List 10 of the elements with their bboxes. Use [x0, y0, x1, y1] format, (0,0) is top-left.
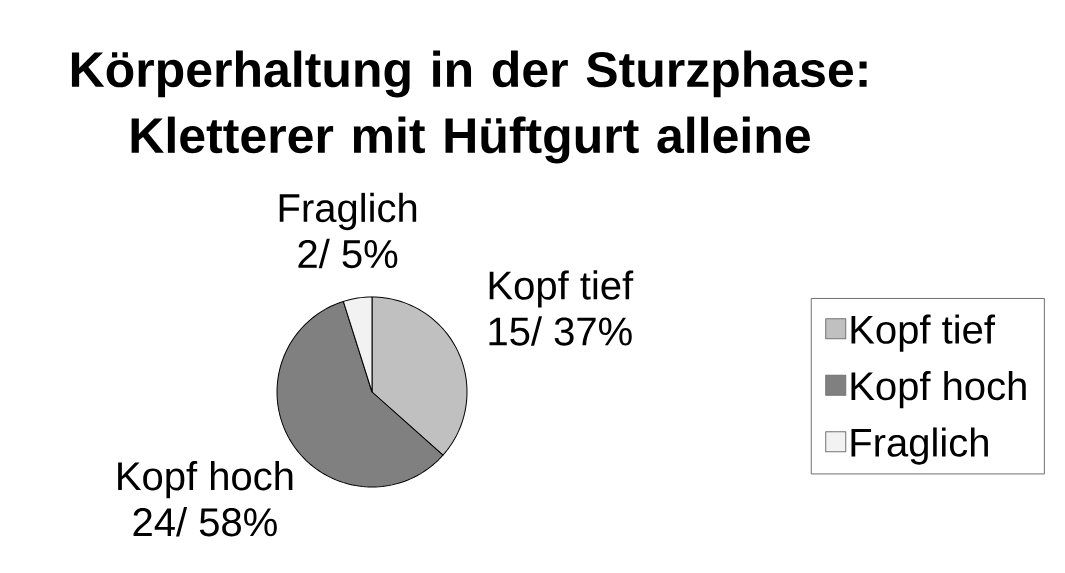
data-label: 24/ 58% [133, 507, 277, 537]
legend-label: Kopf tief [851, 314, 996, 352]
slice-label: Kopf tief [489, 270, 634, 308]
data-label: 15/ 37% [489, 316, 632, 346]
data-label: 2/ 5% [298, 238, 398, 269]
legend-label: Kopf hoch [851, 370, 1026, 409]
category-label: Fraglich [851, 427, 988, 465]
slice-label: Kopf hoch [118, 461, 293, 499]
slice-label: Fraglich [279, 192, 417, 231]
chart-title: Körperhaltung in der Sturzphase: Kletterer mit Hüftgurt alleine [71, 50, 867, 164]
